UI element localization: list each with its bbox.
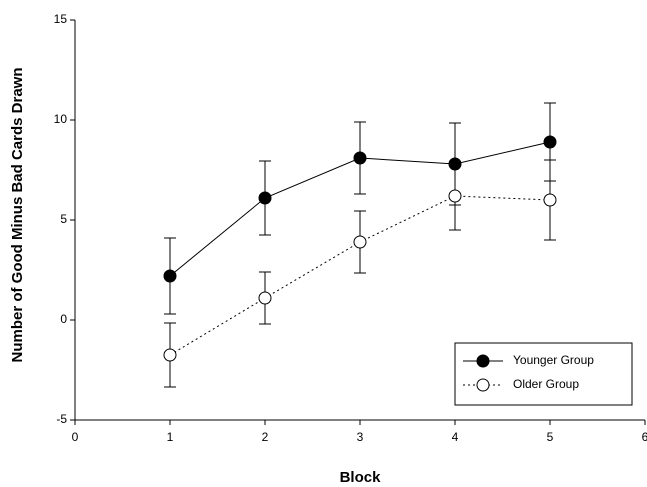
x-axis-label: Block <box>340 469 382 486</box>
x-tick-label: 2 <box>262 430 269 444</box>
y-tick-label: 5 <box>60 212 67 226</box>
x-tick-label: 4 <box>452 430 459 444</box>
legend-label: Younger Group <box>513 353 594 367</box>
marker <box>163 269 177 283</box>
marker <box>163 348 177 362</box>
x-tick-label: 1 <box>167 430 174 444</box>
marker <box>258 291 272 305</box>
legend-marker <box>476 378 490 392</box>
y-tick-label: -5 <box>56 412 67 426</box>
marker <box>543 193 557 207</box>
marker <box>353 151 367 165</box>
x-tick-label: 0 <box>72 430 79 444</box>
marker <box>448 189 462 203</box>
y-tick-label: 0 <box>60 312 67 326</box>
legend-label: Older Group <box>513 377 579 391</box>
marker <box>258 191 272 205</box>
x-tick-label: 3 <box>357 430 364 444</box>
marker <box>543 135 557 149</box>
legend-marker <box>476 354 490 368</box>
y-axis-label: Number of Good Minus Bad Cards Drawn <box>9 67 26 362</box>
x-tick-label: 6 <box>642 430 647 444</box>
marker <box>353 235 367 249</box>
legend-box <box>454 342 633 406</box>
y-tick-label: 10 <box>54 112 68 126</box>
y-tick-label: 15 <box>54 12 68 26</box>
x-tick-label: 5 <box>547 430 554 444</box>
